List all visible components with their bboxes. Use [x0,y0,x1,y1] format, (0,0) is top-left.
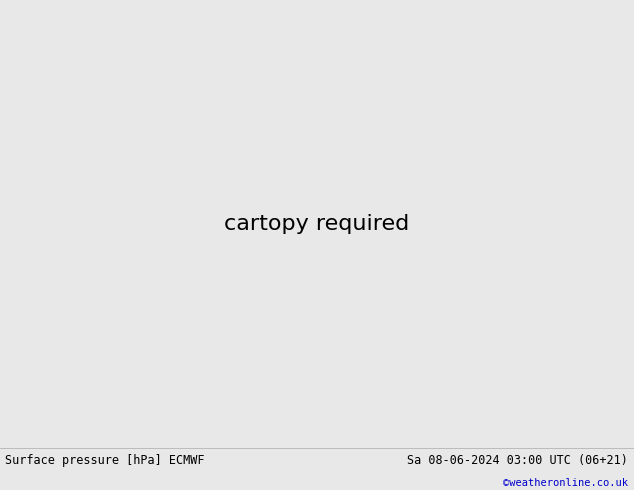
Text: cartopy required: cartopy required [224,214,410,234]
Text: ©weatheronline.co.uk: ©weatheronline.co.uk [503,477,628,488]
Text: Surface pressure [hPa] ECMWF: Surface pressure [hPa] ECMWF [5,454,205,466]
Text: Sa 08-06-2024 03:00 UTC (06+21): Sa 08-06-2024 03:00 UTC (06+21) [407,454,628,466]
